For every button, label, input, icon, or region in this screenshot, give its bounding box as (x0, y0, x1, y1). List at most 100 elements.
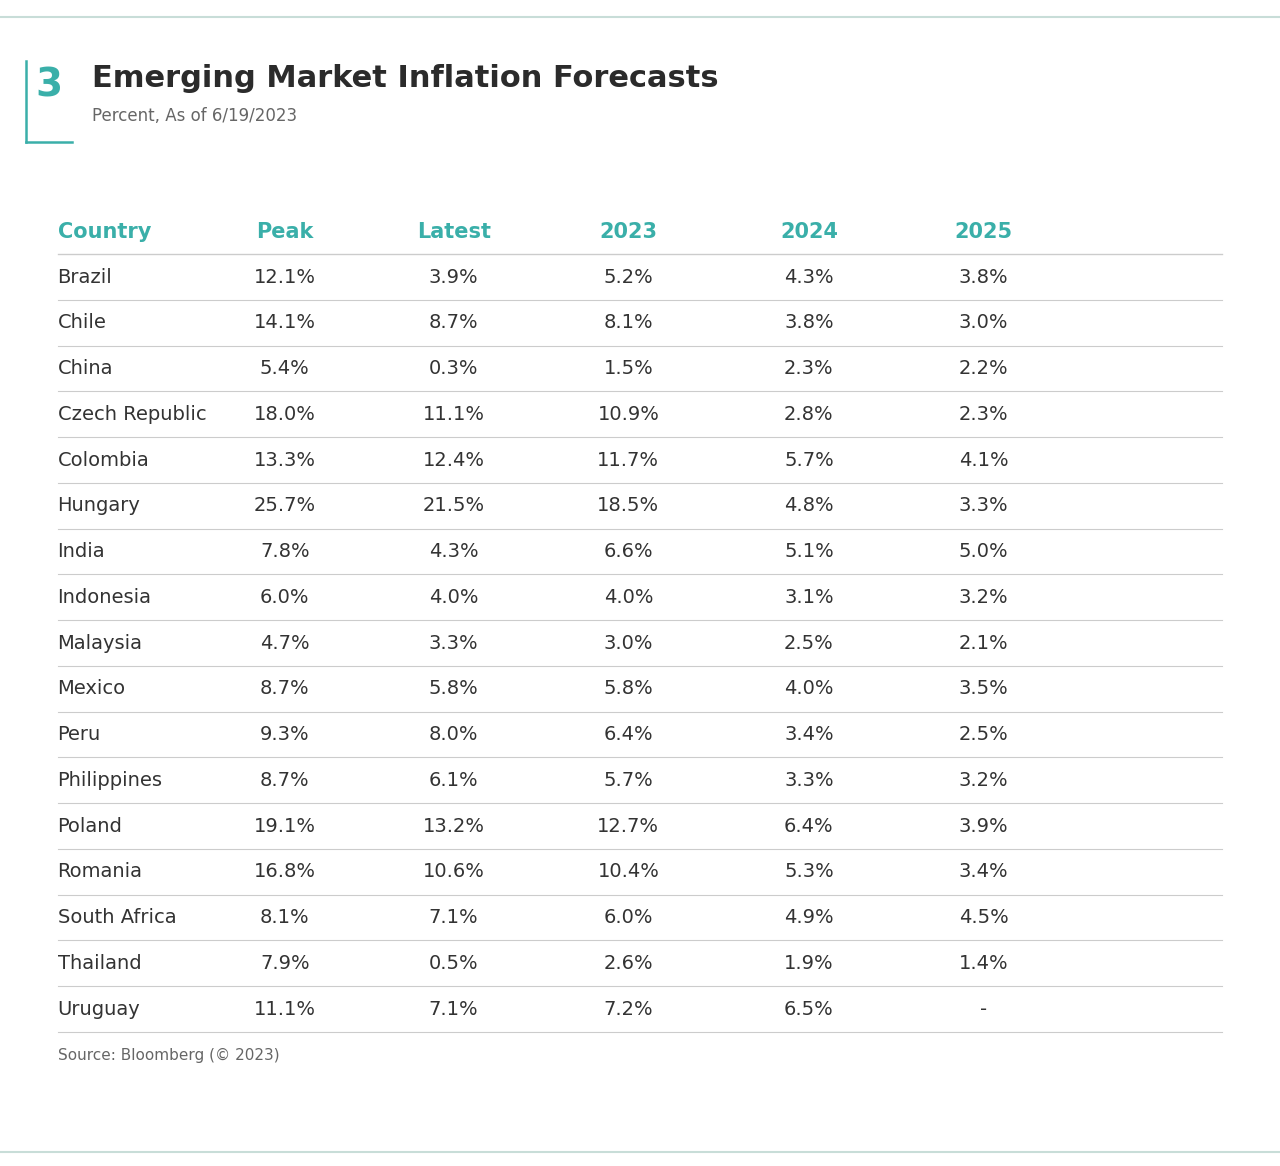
Text: 7.9%: 7.9% (260, 954, 310, 972)
Text: 4.3%: 4.3% (429, 542, 479, 561)
Text: 3: 3 (35, 66, 63, 105)
Text: -: - (980, 999, 987, 1019)
Text: 4.1%: 4.1% (959, 450, 1009, 470)
Text: 5.3%: 5.3% (785, 863, 833, 881)
Text: 3.8%: 3.8% (785, 314, 833, 332)
Text: 4.3%: 4.3% (785, 267, 833, 287)
Text: 5.1%: 5.1% (785, 542, 833, 561)
Text: 6.4%: 6.4% (604, 725, 653, 744)
Text: 2.8%: 2.8% (785, 405, 833, 423)
Text: 6.1%: 6.1% (429, 771, 479, 789)
Text: 3.4%: 3.4% (959, 863, 1009, 881)
Text: 5.2%: 5.2% (603, 267, 653, 287)
Text: 2.3%: 2.3% (959, 405, 1009, 423)
Text: 2.2%: 2.2% (959, 359, 1009, 378)
Text: 10.6%: 10.6% (422, 863, 485, 881)
Text: South Africa: South Africa (58, 908, 177, 927)
Text: 7.2%: 7.2% (604, 999, 653, 1019)
Text: 5.7%: 5.7% (603, 771, 653, 789)
Text: 4.8%: 4.8% (785, 497, 833, 515)
Text: 3.0%: 3.0% (604, 633, 653, 653)
Text: Latest: Latest (416, 222, 490, 241)
Text: 11.7%: 11.7% (598, 450, 659, 470)
Text: 3.2%: 3.2% (959, 771, 1009, 789)
Text: 2.5%: 2.5% (959, 725, 1009, 744)
Text: 9.3%: 9.3% (260, 725, 310, 744)
Text: Emerging Market Inflation Forecasts: Emerging Market Inflation Forecasts (92, 64, 719, 93)
Text: 3.5%: 3.5% (959, 680, 1009, 698)
Text: 18.0%: 18.0% (253, 405, 316, 423)
Text: 8.7%: 8.7% (429, 314, 479, 332)
Text: 13.2%: 13.2% (422, 816, 485, 836)
Text: 11.1%: 11.1% (422, 405, 485, 423)
Text: 13.3%: 13.3% (253, 450, 316, 470)
Text: 6.5%: 6.5% (785, 999, 833, 1019)
Text: 5.4%: 5.4% (260, 359, 310, 378)
Text: 7.1%: 7.1% (429, 908, 479, 927)
Text: 6.6%: 6.6% (604, 542, 653, 561)
Text: 7.1%: 7.1% (429, 999, 479, 1019)
Text: 10.4%: 10.4% (598, 863, 659, 881)
Text: 3.9%: 3.9% (429, 267, 479, 287)
Text: 0.3%: 0.3% (429, 359, 479, 378)
Text: 2025: 2025 (955, 222, 1012, 241)
Text: 6.4%: 6.4% (785, 816, 833, 836)
Text: Indonesia: Indonesia (58, 588, 151, 606)
Text: 25.7%: 25.7% (253, 497, 316, 515)
Text: 2023: 2023 (599, 222, 658, 241)
Text: 16.8%: 16.8% (253, 863, 316, 881)
Text: 2.1%: 2.1% (959, 633, 1009, 653)
Text: 3.3%: 3.3% (785, 771, 833, 789)
Text: 2.3%: 2.3% (785, 359, 833, 378)
Text: Philippines: Philippines (58, 771, 163, 789)
Text: Romania: Romania (58, 863, 142, 881)
Text: Country: Country (58, 222, 151, 241)
Text: Thailand: Thailand (58, 954, 141, 972)
Text: 8.7%: 8.7% (260, 680, 310, 698)
Text: 8.7%: 8.7% (260, 771, 310, 789)
Text: 1.9%: 1.9% (785, 954, 833, 972)
Text: Hungary: Hungary (58, 497, 141, 515)
Text: 3.3%: 3.3% (959, 497, 1009, 515)
Text: 5.0%: 5.0% (959, 542, 1009, 561)
Text: 4.0%: 4.0% (604, 588, 653, 606)
Text: 5.8%: 5.8% (429, 680, 479, 698)
Text: Mexico: Mexico (58, 680, 125, 698)
Text: Czech Republic: Czech Republic (58, 405, 206, 423)
Text: 3.4%: 3.4% (785, 725, 833, 744)
Text: 6.0%: 6.0% (260, 588, 310, 606)
Text: China: China (58, 359, 113, 378)
Text: 12.1%: 12.1% (253, 267, 316, 287)
Text: 3.8%: 3.8% (959, 267, 1009, 287)
Text: 11.1%: 11.1% (253, 999, 316, 1019)
Text: 12.7%: 12.7% (598, 816, 659, 836)
Text: 6.0%: 6.0% (604, 908, 653, 927)
Text: 19.1%: 19.1% (253, 816, 316, 836)
Text: 4.0%: 4.0% (785, 680, 833, 698)
Text: Peru: Peru (58, 725, 101, 744)
Text: 0.5%: 0.5% (429, 954, 479, 972)
Text: Colombia: Colombia (58, 450, 150, 470)
Text: 5.8%: 5.8% (603, 680, 653, 698)
Text: 1.4%: 1.4% (959, 954, 1009, 972)
Text: 3.9%: 3.9% (959, 816, 1009, 836)
Text: 18.5%: 18.5% (598, 497, 659, 515)
Text: 12.4%: 12.4% (422, 450, 485, 470)
Text: 8.0%: 8.0% (429, 725, 479, 744)
Text: India: India (58, 542, 105, 561)
Text: 4.5%: 4.5% (959, 908, 1009, 927)
Text: 8.1%: 8.1% (604, 314, 653, 332)
Text: Malaysia: Malaysia (58, 633, 142, 653)
Text: 21.5%: 21.5% (422, 497, 485, 515)
Text: Poland: Poland (58, 816, 123, 836)
Text: 10.9%: 10.9% (598, 405, 659, 423)
Text: Chile: Chile (58, 314, 106, 332)
Text: Peak: Peak (256, 222, 314, 241)
Text: 4.0%: 4.0% (429, 588, 479, 606)
Text: 2024: 2024 (780, 222, 838, 241)
Text: Percent, As of 6/19/2023: Percent, As of 6/19/2023 (92, 107, 297, 125)
Text: Brazil: Brazil (58, 267, 113, 287)
Text: 8.1%: 8.1% (260, 908, 310, 927)
Text: 3.1%: 3.1% (785, 588, 833, 606)
Text: Uruguay: Uruguay (58, 999, 141, 1019)
